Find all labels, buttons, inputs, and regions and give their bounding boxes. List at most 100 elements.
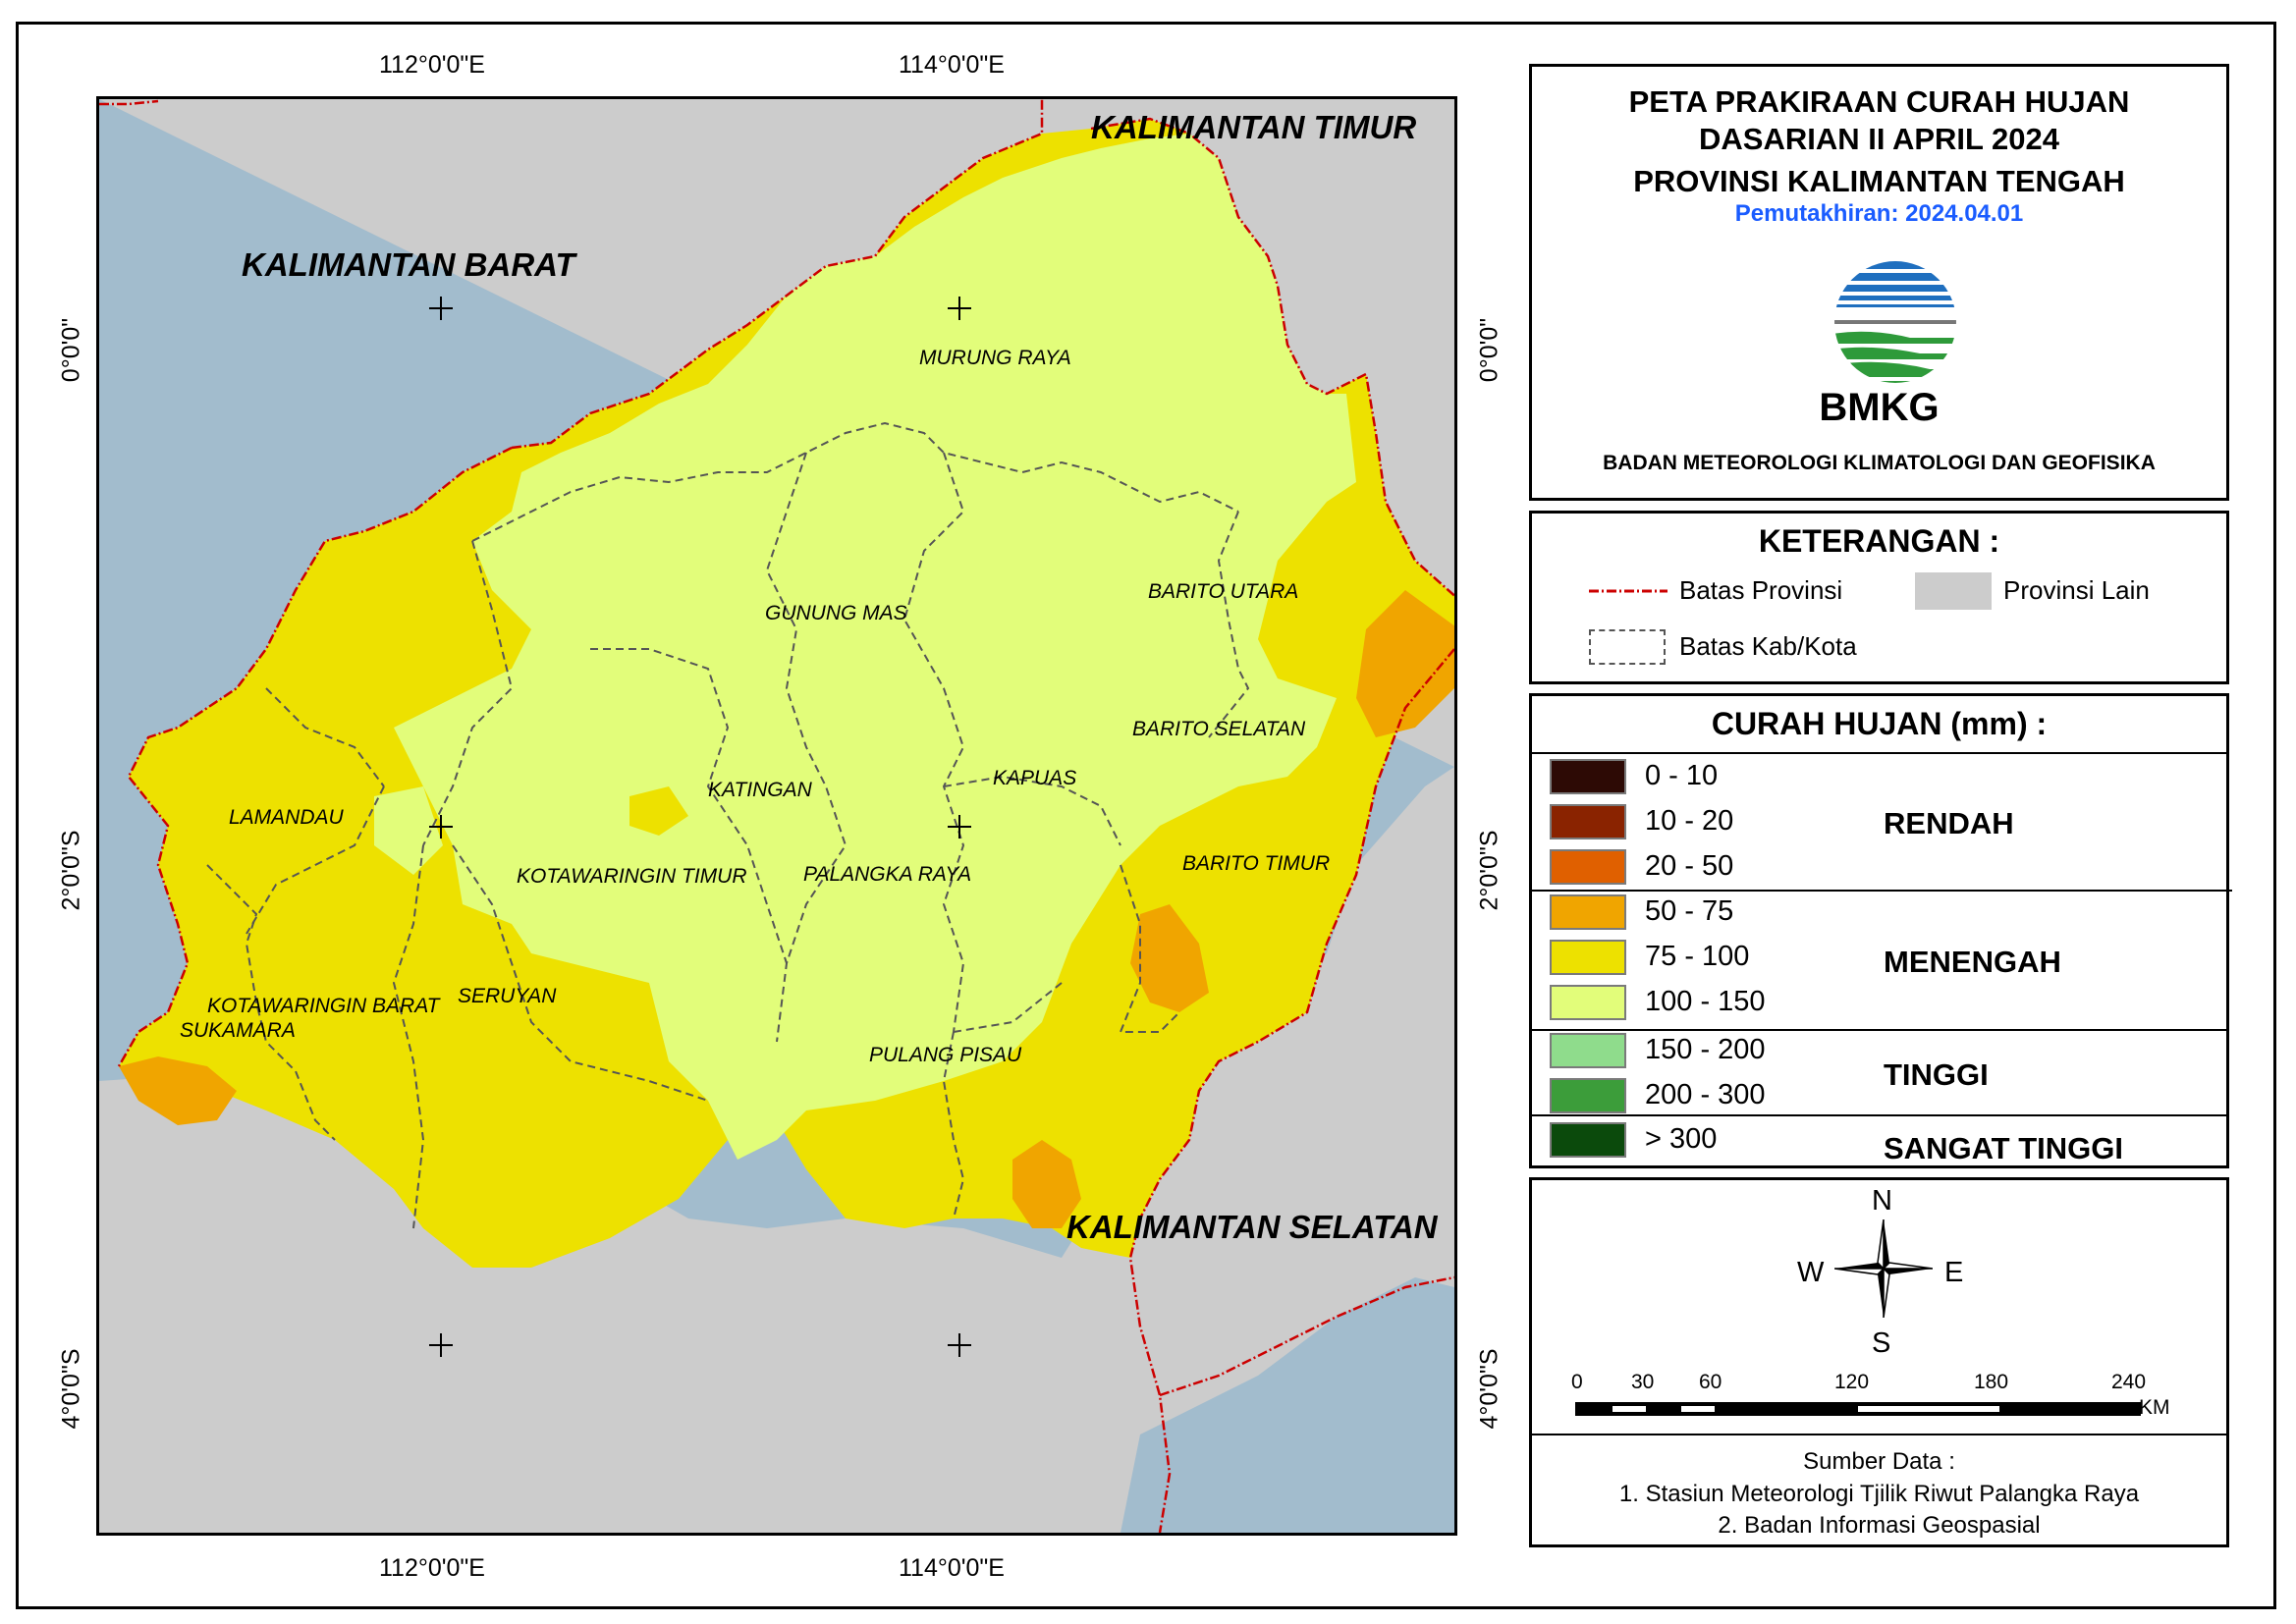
patch-100-150-b (629, 786, 688, 836)
other-province-swatch (1915, 572, 1992, 610)
source-title: Sumber Data : (1803, 1448, 1955, 1475)
label-kapuas: KAPUAS (993, 767, 1077, 789)
compass-n: N (1872, 1185, 1892, 1217)
province-line-label: Batas Provinsi (1679, 575, 1843, 605)
scale-tick-240: 240 (2111, 1371, 2147, 1393)
province-boundary (99, 99, 1454, 1533)
compass-s: S (1872, 1327, 1891, 1359)
lon-label-bottom-2: 114°0'0"E (899, 1554, 1005, 1582)
divider (1532, 890, 2232, 892)
label-sukamara: SUKAMARA (180, 1019, 296, 1042)
title-line-2: DASARIAN II APRIL 2024 (1699, 122, 2059, 156)
swatch-0-10 (1550, 759, 1626, 794)
swatch-200-300 (1550, 1078, 1626, 1113)
neighbor-kalsel: KALIMANTAN SELATAN (1066, 1209, 1438, 1245)
lon-label-top-1: 112°0'0"E (379, 51, 485, 79)
rainfall-map: KALIMANTAN TIMUR KALIMANTAN BARAT KALIMA… (96, 96, 1457, 1536)
divider (1532, 1114, 2229, 1116)
class-label-200-300: 200 - 300 (1645, 1079, 1766, 1110)
label-barito-timur: BARITO TIMUR (1182, 852, 1331, 875)
label-katingan: KATINGAN (708, 779, 812, 801)
north-arrow-icon (1834, 1219, 1933, 1318)
label-barito-selatan: BARITO SELATAN (1132, 718, 1306, 740)
patch-50-75-bartim (1130, 904, 1209, 1012)
category-tinggi: TINGGI (1884, 1057, 1989, 1092)
grid-crosses (429, 297, 971, 1357)
map-frame (16, 22, 2276, 1609)
province-100-150 (394, 134, 1356, 1160)
legend-title: KETERANGAN : (1758, 523, 2000, 559)
title-line-3: PROVINSI KALIMANTAN TENGAH (1633, 164, 2125, 198)
map-info-panel: N S W E 0 30 60 120 180 240 KM Sumber Da… (1529, 1177, 2229, 1547)
label-gunung-mas: GUNUNG MAS (765, 602, 907, 624)
lon-label-bottom-1: 112°0'0"E (379, 1554, 485, 1582)
class-label-50-75: 50 - 75 (1645, 895, 1734, 927)
divider (1532, 752, 2229, 754)
patch-50-75-east (1356, 590, 1454, 737)
scale-tick-30: 30 (1631, 1371, 1655, 1393)
patch-50-75-south (1012, 1140, 1081, 1228)
label-lamandau: LAMANDAU (229, 806, 344, 829)
lat-label-right-3: 4°0'0"S (1475, 1348, 1503, 1430)
legend-panel: KETERANGAN : Batas Provinsi Provinsi Lai… (1529, 511, 2229, 684)
patch-50-75-sw (119, 1056, 237, 1125)
swatch-50-75 (1550, 894, 1626, 930)
patch-100-150-a (374, 786, 443, 875)
class-label-20-50: 20 - 50 (1645, 850, 1734, 882)
lat-label-left-2: 2°0'0"S (57, 830, 85, 911)
class-label-75-100: 75 - 100 (1645, 941, 1750, 972)
neighbor-kalbar: KALIMANTAN BARAT (242, 246, 575, 283)
province-line-symbol (1589, 589, 1667, 593)
scale-tick-120: 120 (1834, 1371, 1870, 1393)
lat-label-left-3: 4°0'0"S (57, 1348, 85, 1430)
divider (1532, 1029, 2229, 1031)
other-province-label: Provinsi Lain (2003, 575, 2150, 605)
compass-e: E (1944, 1257, 1964, 1288)
category-menengah: MENENGAH (1884, 945, 2061, 979)
divider (1532, 1434, 2229, 1435)
class-label-over-300: > 300 (1645, 1123, 1718, 1155)
title-panel: PETA PRAKIRAAN CURAH HUJAN DASARIAN II A… (1529, 64, 2229, 501)
label-kotawaringin-barat: KOTAWARINGIN BARAT (207, 995, 440, 1017)
class-label-150-200: 150 - 200 (1645, 1034, 1766, 1065)
label-palangka-raya: PALANGKA RAYA (803, 863, 972, 886)
category-sangat-tinggi: SANGAT TINGGI (1884, 1131, 2123, 1165)
lon-label-top-2: 114°0'0"E (899, 51, 1005, 79)
class-label-100-150: 100 - 150 (1645, 986, 1766, 1017)
district-line-symbol (1589, 629, 1666, 665)
rainfall-legend-panel: CURAH HUJAN (mm) : 0 - 10 10 - 20 20 - 5… (1529, 693, 2232, 1168)
title-line-1: PETA PRAKIRAAN CURAH HUJAN (1628, 84, 2130, 119)
district-line-label: Batas Kab/Kota (1679, 631, 1857, 661)
swatch-10-20 (1550, 804, 1626, 839)
source-item-2: 2. Badan Informasi Geospasial (1718, 1512, 2041, 1539)
bmkg-logo-icon (1834, 261, 1956, 383)
lat-label-right-1: 0°0'0" (1475, 317, 1503, 383)
category-rendah: RENDAH (1884, 806, 2014, 840)
bmkg-logo-text: BMKG (1819, 386, 1940, 429)
label-murung-raya: MURUNG RAYA (919, 347, 1071, 369)
swatch-150-200 (1550, 1033, 1626, 1068)
scale-tick-180: 180 (1974, 1371, 2009, 1393)
swatch-over-300 (1550, 1122, 1626, 1158)
swatch-100-150 (1550, 985, 1626, 1020)
lat-label-right-2: 2°0'0"S (1475, 830, 1503, 911)
agency-name: BADAN METEOROLOGI KLIMATOLOGI DAN GEOFIS… (1603, 452, 2156, 474)
rainfall-legend-title: CURAH HUJAN (mm) : (1711, 706, 2048, 741)
district-boundaries (206, 421, 1250, 1229)
scale-bar (1575, 1402, 2141, 1416)
class-label-10-20: 10 - 20 (1645, 805, 1734, 837)
lat-label-left-1: 0°0'0" (57, 317, 85, 383)
label-pulang-pisau: PULANG PISAU (869, 1044, 1022, 1066)
scale-tick-60: 60 (1699, 1371, 1722, 1393)
update-date: Pemutakhiran: 2024.04.01 (1734, 200, 2024, 227)
compass-w: W (1797, 1257, 1825, 1288)
label-seruyan: SERUYAN (458, 985, 557, 1007)
label-barito-utara: BARITO UTARA (1148, 580, 1299, 603)
map-canvas (99, 99, 1454, 1533)
class-label-0-10: 0 - 10 (1645, 760, 1719, 791)
label-kotawaringin-timur: KOTAWARINGIN TIMUR (517, 865, 747, 888)
scale-tick-0: 0 (1571, 1371, 1583, 1393)
scale-unit: KM (2139, 1396, 2170, 1419)
swatch-20-50 (1550, 849, 1626, 885)
neighbor-kaltim: KALIMANTAN TIMUR (1091, 109, 1417, 145)
